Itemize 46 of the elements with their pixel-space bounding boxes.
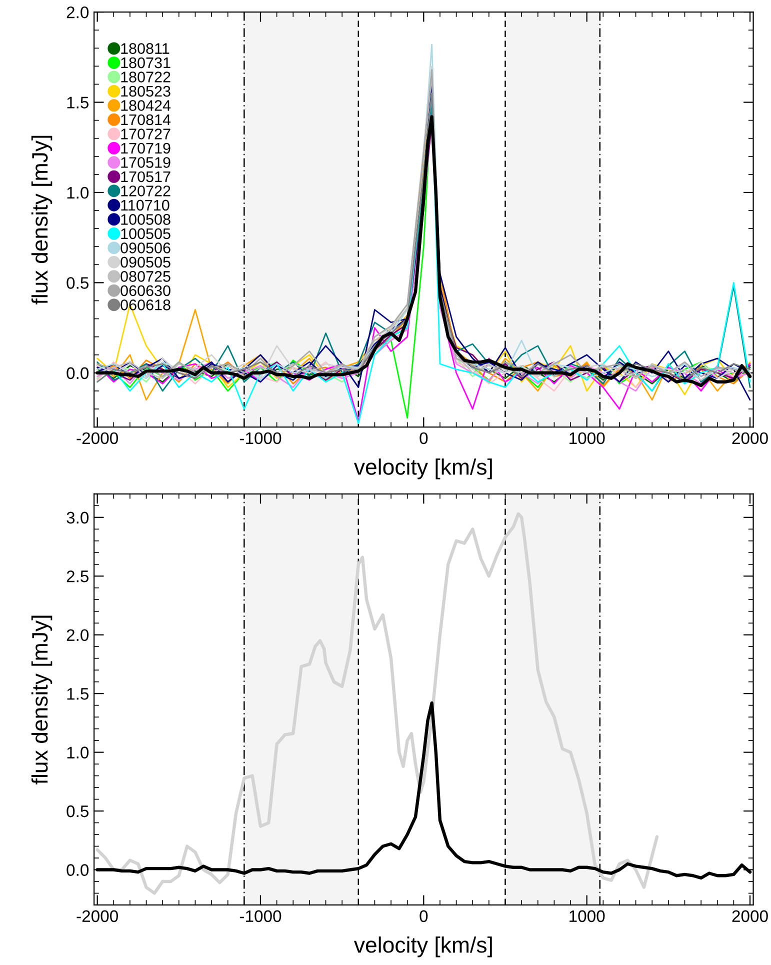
legend-label: 180731 — [121, 57, 170, 68]
legend-label: 100508 — [121, 214, 170, 225]
y-tick-label: 2.0 — [66, 629, 89, 642]
legend-label: 180811 — [121, 43, 170, 54]
x-tick-label: 1000 — [570, 432, 605, 444]
y-tick-label: 2.0 — [66, 6, 89, 18]
legend-label: 170719 — [121, 142, 170, 154]
x-tick-label: -1000 — [240, 910, 282, 922]
y-axis-title: flux density [mJy] — [31, 616, 52, 784]
legend-label: 170727 — [121, 128, 170, 140]
legend-label: 170517 — [121, 171, 170, 182]
y-tick-label: 2.5 — [66, 570, 89, 582]
x-axis-title: velocity [km/s] — [354, 458, 492, 480]
x-tick-label: -2000 — [76, 910, 118, 922]
x-tick-label: 2000 — [732, 910, 768, 922]
y-tick-label: 1.0 — [67, 746, 89, 758]
y-tick-label: 0.0 — [66, 864, 89, 876]
x-tick-label: 2000 — [732, 432, 768, 444]
y-tick-label: 1.0 — [67, 186, 89, 199]
legend-label: 120722 — [121, 186, 170, 196]
line-series — [96, 512, 659, 895]
y-tick-label: 3.0 — [66, 512, 89, 524]
y-tick-label: 0.5 — [66, 277, 89, 289]
legend-label: 180424 — [121, 100, 171, 111]
x-tick-label: 0 — [420, 432, 428, 444]
legend-label: 080725 — [120, 271, 170, 282]
x-tick-label: -1000 — [240, 432, 282, 444]
legend-label: 100505 — [121, 228, 170, 240]
y-tick-label: 0.5 — [66, 805, 89, 818]
legend-label: 180722 — [121, 72, 170, 82]
legend-label: 090505 — [120, 256, 170, 268]
legend-label: 180523 — [121, 86, 170, 97]
y-tick-label: 1.5 — [67, 688, 89, 700]
y-tick-label: 1.5 — [67, 96, 89, 108]
y-axis-title: flux density [mJy] — [31, 136, 52, 304]
x-tick-label: 0 — [420, 910, 428, 922]
x-tick-label: 1000 — [570, 910, 605, 922]
legend-label: 090506 — [120, 242, 170, 254]
legend-label: 170814 — [121, 114, 171, 126]
y-tick-label: 0.0 — [66, 367, 89, 380]
legend-label: 060618 — [120, 300, 170, 310]
legend-label: 110710 — [121, 200, 170, 211]
legend-label: 060630 — [120, 285, 170, 296]
x-axis-title: velocity [km/s] — [354, 936, 492, 958]
legend-label: 170519 — [121, 157, 170, 168]
x-tick-label: -2000 — [76, 432, 118, 444]
